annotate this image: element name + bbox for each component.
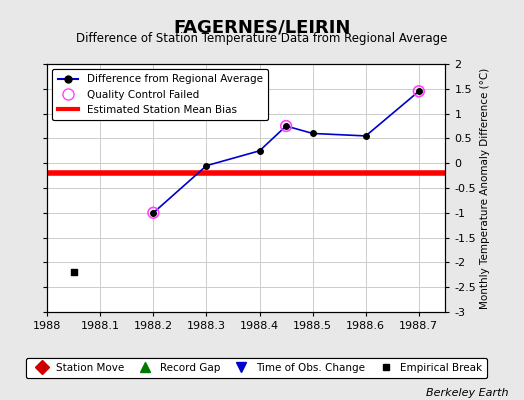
Point (70, 269, 78, 276)
Text: FAGERNES/LEIRIN: FAGERNES/LEIRIN (173, 18, 351, 36)
Text: Difference of Station Temperature Data from Regional Average: Difference of Station Temperature Data f… (77, 32, 447, 45)
Legend: Station Move, Record Gap, Time of Obs. Change, Empirical Break: Station Move, Record Gap, Time of Obs. C… (26, 358, 487, 378)
Y-axis label: Monthly Temperature Anomaly Difference (°C): Monthly Temperature Anomaly Difference (… (481, 67, 490, 309)
Legend: Difference from Regional Average, Quality Control Failed, Estimated Station Mean: Difference from Regional Average, Qualit… (52, 69, 268, 120)
Point (149, 210, 158, 216)
Point (414, 88, 423, 94)
Point (282, 123, 290, 129)
Text: Berkeley Earth: Berkeley Earth (426, 388, 508, 398)
